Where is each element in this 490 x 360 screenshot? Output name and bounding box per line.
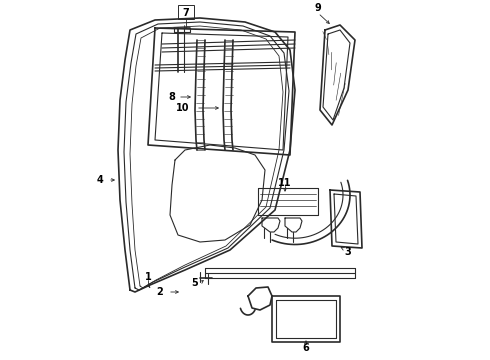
Text: 3: 3 <box>344 247 351 257</box>
Text: 1: 1 <box>145 272 151 282</box>
Text: 2: 2 <box>157 287 163 297</box>
Text: 7: 7 <box>183 8 189 18</box>
Text: 10: 10 <box>176 103 190 113</box>
Text: 8: 8 <box>169 92 175 102</box>
Text: 4: 4 <box>97 175 103 185</box>
Text: 5: 5 <box>192 278 198 288</box>
Text: 9: 9 <box>315 3 321 13</box>
Bar <box>178 5 194 19</box>
Text: 6: 6 <box>303 343 309 353</box>
Text: 11: 11 <box>278 178 292 188</box>
